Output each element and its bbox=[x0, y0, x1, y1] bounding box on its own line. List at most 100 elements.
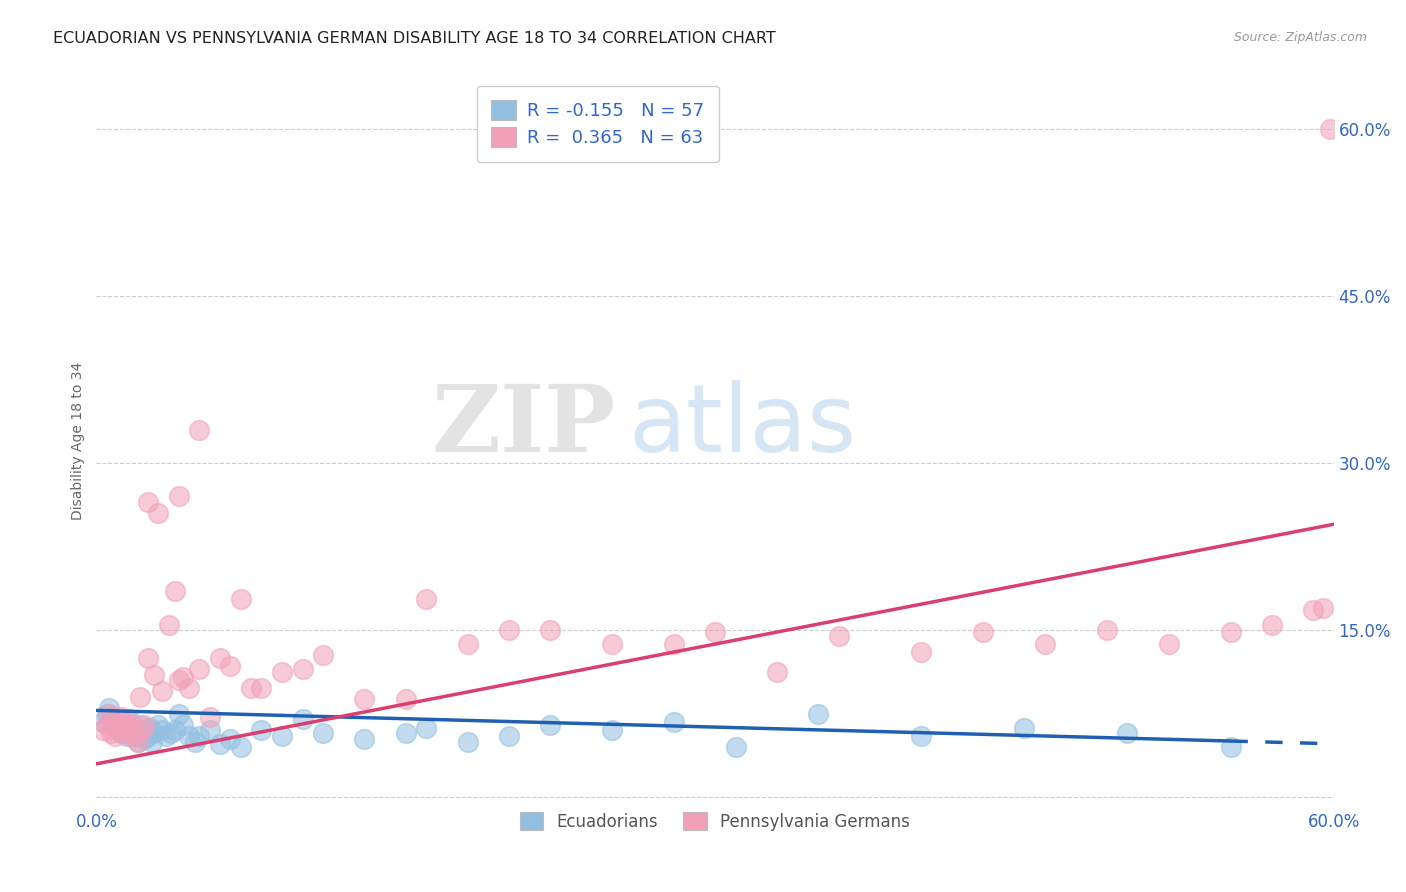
Point bbox=[108, 723, 131, 738]
Point bbox=[1312, 600, 1334, 615]
Point bbox=[105, 718, 128, 732]
Point bbox=[538, 718, 561, 732]
Point bbox=[122, 718, 145, 732]
Point bbox=[291, 712, 314, 726]
Point bbox=[91, 714, 114, 729]
Point bbox=[131, 723, 153, 738]
Point bbox=[163, 584, 186, 599]
Point bbox=[498, 623, 520, 637]
Point bbox=[114, 725, 136, 739]
Point bbox=[219, 658, 242, 673]
Point bbox=[188, 423, 211, 437]
Point bbox=[1261, 617, 1284, 632]
Point bbox=[291, 662, 314, 676]
Point bbox=[538, 623, 561, 637]
Point bbox=[112, 718, 135, 732]
Point bbox=[395, 692, 418, 706]
Point bbox=[828, 629, 851, 643]
Point bbox=[219, 732, 242, 747]
Point bbox=[229, 740, 252, 755]
Point bbox=[120, 725, 142, 739]
Point bbox=[96, 718, 118, 732]
Point bbox=[1319, 121, 1341, 136]
Point bbox=[972, 625, 994, 640]
Point bbox=[157, 617, 180, 632]
Point bbox=[179, 681, 201, 695]
Text: ECUADORIAN VS PENNSYLVANIA GERMAN DISABILITY AGE 18 TO 34 CORRELATION CHART: ECUADORIAN VS PENNSYLVANIA GERMAN DISABI… bbox=[53, 31, 776, 46]
Point bbox=[910, 729, 932, 743]
Point bbox=[91, 723, 114, 738]
Point bbox=[188, 729, 211, 743]
Point bbox=[110, 725, 132, 739]
Point bbox=[122, 723, 145, 738]
Point bbox=[312, 725, 335, 739]
Point bbox=[188, 662, 211, 676]
Point bbox=[179, 729, 201, 743]
Point bbox=[704, 625, 727, 640]
Point bbox=[150, 684, 173, 698]
Point bbox=[148, 718, 170, 732]
Point bbox=[662, 636, 685, 650]
Point bbox=[132, 718, 155, 732]
Point bbox=[600, 723, 623, 738]
Point bbox=[250, 723, 273, 738]
Point bbox=[353, 732, 375, 747]
Point bbox=[724, 740, 747, 755]
Point bbox=[143, 667, 166, 681]
Point bbox=[353, 692, 375, 706]
Point bbox=[415, 591, 437, 606]
Point bbox=[1157, 636, 1180, 650]
Point bbox=[172, 670, 194, 684]
Point bbox=[250, 681, 273, 695]
Point bbox=[117, 729, 139, 743]
Y-axis label: Disability Age 18 to 34: Disability Age 18 to 34 bbox=[72, 361, 86, 520]
Point bbox=[1116, 725, 1139, 739]
Point bbox=[127, 734, 149, 748]
Point bbox=[104, 712, 127, 726]
Point bbox=[104, 729, 127, 743]
Point bbox=[114, 721, 136, 735]
Point bbox=[136, 495, 159, 509]
Point bbox=[1219, 625, 1241, 640]
Point bbox=[131, 725, 153, 739]
Point bbox=[498, 729, 520, 743]
Point bbox=[1033, 636, 1056, 650]
Point bbox=[807, 706, 830, 721]
Text: Source: ZipAtlas.com: Source: ZipAtlas.com bbox=[1233, 31, 1367, 45]
Point bbox=[150, 723, 173, 738]
Point bbox=[1014, 721, 1036, 735]
Point bbox=[1095, 623, 1118, 637]
Point bbox=[101, 712, 124, 726]
Point bbox=[163, 723, 186, 738]
Point bbox=[167, 673, 190, 688]
Point bbox=[312, 648, 335, 662]
Point bbox=[136, 651, 159, 665]
Point bbox=[100, 725, 122, 739]
Point bbox=[110, 710, 132, 724]
Point bbox=[662, 714, 685, 729]
Text: ZIP: ZIP bbox=[432, 381, 616, 471]
Point bbox=[600, 636, 623, 650]
Point bbox=[132, 732, 155, 747]
Point bbox=[167, 706, 190, 721]
Point bbox=[105, 714, 128, 729]
Point bbox=[100, 710, 122, 724]
Point bbox=[167, 490, 190, 504]
Point bbox=[124, 729, 146, 743]
Point bbox=[101, 718, 124, 732]
Point bbox=[97, 701, 120, 715]
Point bbox=[240, 681, 263, 695]
Point bbox=[457, 734, 479, 748]
Point bbox=[1302, 603, 1324, 617]
Point bbox=[395, 725, 418, 739]
Point bbox=[143, 725, 166, 739]
Point bbox=[155, 729, 177, 743]
Point bbox=[120, 729, 142, 743]
Point bbox=[172, 718, 194, 732]
Legend: Ecuadorians, Pennsylvania Germans: Ecuadorians, Pennsylvania Germans bbox=[506, 799, 924, 844]
Point bbox=[271, 665, 294, 680]
Point bbox=[118, 712, 141, 726]
Point bbox=[141, 734, 163, 748]
Point bbox=[766, 665, 789, 680]
Point bbox=[184, 734, 207, 748]
